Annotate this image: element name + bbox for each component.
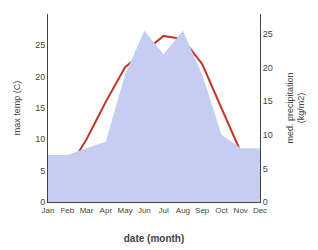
svg-text:25: 25 — [35, 40, 45, 50]
svg-text:max temp (C): max temp (C) — [12, 81, 22, 136]
svg-text:0: 0 — [263, 197, 268, 207]
svg-text:Oct: Oct — [215, 206, 228, 215]
svg-text:Feb: Feb — [60, 206, 74, 215]
svg-text:Nov: Nov — [234, 206, 248, 215]
svg-text:20: 20 — [35, 72, 45, 82]
svg-text:15: 15 — [263, 96, 273, 106]
svg-text:0: 0 — [40, 197, 45, 207]
svg-text:Jul: Jul — [159, 206, 169, 215]
svg-text:10: 10 — [35, 134, 45, 144]
svg-text:25: 25 — [263, 29, 273, 39]
svg-text:Sep: Sep — [195, 206, 210, 215]
svg-text:Dec: Dec — [253, 206, 267, 215]
svg-text:May: May — [118, 206, 133, 215]
svg-text:date (month): date (month) — [124, 233, 185, 244]
svg-text:5: 5 — [263, 164, 268, 174]
svg-text:Jan: Jan — [42, 206, 55, 215]
svg-text:Apr: Apr — [100, 206, 113, 215]
svg-text:10: 10 — [263, 130, 273, 140]
svg-text:med. precipitation(kg/m2): med. precipitation(kg/m2) — [285, 72, 307, 143]
svg-text:20: 20 — [263, 63, 273, 73]
svg-text:Aug: Aug — [176, 206, 190, 215]
svg-text:Mar: Mar — [80, 206, 94, 215]
svg-text:5: 5 — [40, 166, 45, 176]
svg-text:15: 15 — [35, 103, 45, 113]
svg-text:Jun: Jun — [138, 206, 151, 215]
